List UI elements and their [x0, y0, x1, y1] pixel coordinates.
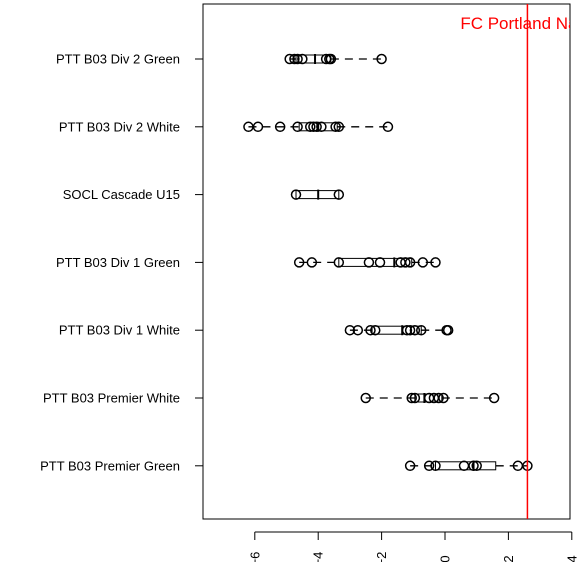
data-point	[308, 121, 319, 133]
category-label: PTT B03 Premier White	[43, 391, 180, 406]
data-point	[471, 460, 482, 472]
category-label: SOCL Cascade U15	[63, 187, 180, 202]
x-tick-label: 0	[438, 555, 453, 562]
data-point	[320, 53, 332, 65]
data-point	[316, 121, 327, 133]
data-point	[409, 392, 421, 404]
category-label: PTT B03 Premier Green	[40, 458, 180, 473]
x-tick-label: −4	[311, 552, 326, 562]
data-point	[325, 53, 337, 65]
data-point	[311, 121, 322, 133]
data-point	[458, 460, 470, 472]
data-point	[297, 53, 308, 65]
data-point	[284, 53, 295, 65]
data-point	[423, 460, 435, 472]
x-tick-label: 2	[501, 555, 516, 562]
data-point	[292, 121, 303, 133]
data-point	[468, 460, 479, 472]
data-point	[430, 460, 441, 472]
data-point	[404, 460, 416, 472]
data-point	[333, 189, 345, 200]
data-point	[370, 324, 381, 336]
x-tick-label: 4	[564, 555, 579, 562]
box-iqr	[338, 257, 413, 267]
data-point	[401, 324, 413, 336]
data-point	[382, 121, 394, 133]
data-point	[406, 392, 417, 404]
data-point	[400, 257, 411, 268]
data-point	[409, 324, 421, 336]
data-point	[333, 257, 345, 268]
data-point	[330, 121, 341, 133]
data-point	[433, 392, 444, 404]
data-point	[290, 189, 302, 200]
category-label: PTT B03 Div 2 Green	[56, 52, 180, 67]
x-tick-label: −2	[374, 552, 389, 562]
data-point	[274, 121, 286, 133]
data-point	[417, 257, 429, 268]
data-point	[352, 324, 364, 336]
data-point	[404, 324, 416, 336]
reference-line-label: FC Portland Navy	[460, 14, 582, 33]
data-point	[488, 392, 500, 404]
data-point	[289, 53, 300, 65]
data-point	[374, 257, 386, 268]
category-label: PTT B03 Div 1 White	[59, 323, 180, 338]
data-point	[293, 257, 305, 268]
data-point	[430, 257, 441, 268]
data-point	[365, 324, 376, 336]
data-point	[333, 121, 345, 133]
category-label: PTT B03 Div 2 White	[59, 119, 180, 134]
x-tick-label: −6	[247, 552, 262, 562]
plot-layer: PTT B03 Div 2 Green PTT B03 Div 2 White SO…	[40, 3, 582, 562]
data-point	[292, 53, 303, 65]
data-point	[363, 257, 375, 268]
data-point	[344, 324, 356, 336]
data-point	[438, 392, 449, 404]
data-point	[360, 392, 371, 404]
box-iqr	[371, 325, 422, 335]
data-point	[442, 324, 454, 336]
data-point	[252, 121, 264, 133]
category-label: PTT B03 Div 1 Green	[56, 255, 180, 270]
data-point	[305, 121, 316, 133]
plot-frame	[202, 3, 571, 520]
box-iqr	[434, 461, 497, 471]
data-point	[404, 257, 416, 268]
data-point	[415, 324, 427, 336]
data-point	[306, 257, 318, 268]
data-point	[376, 53, 387, 65]
